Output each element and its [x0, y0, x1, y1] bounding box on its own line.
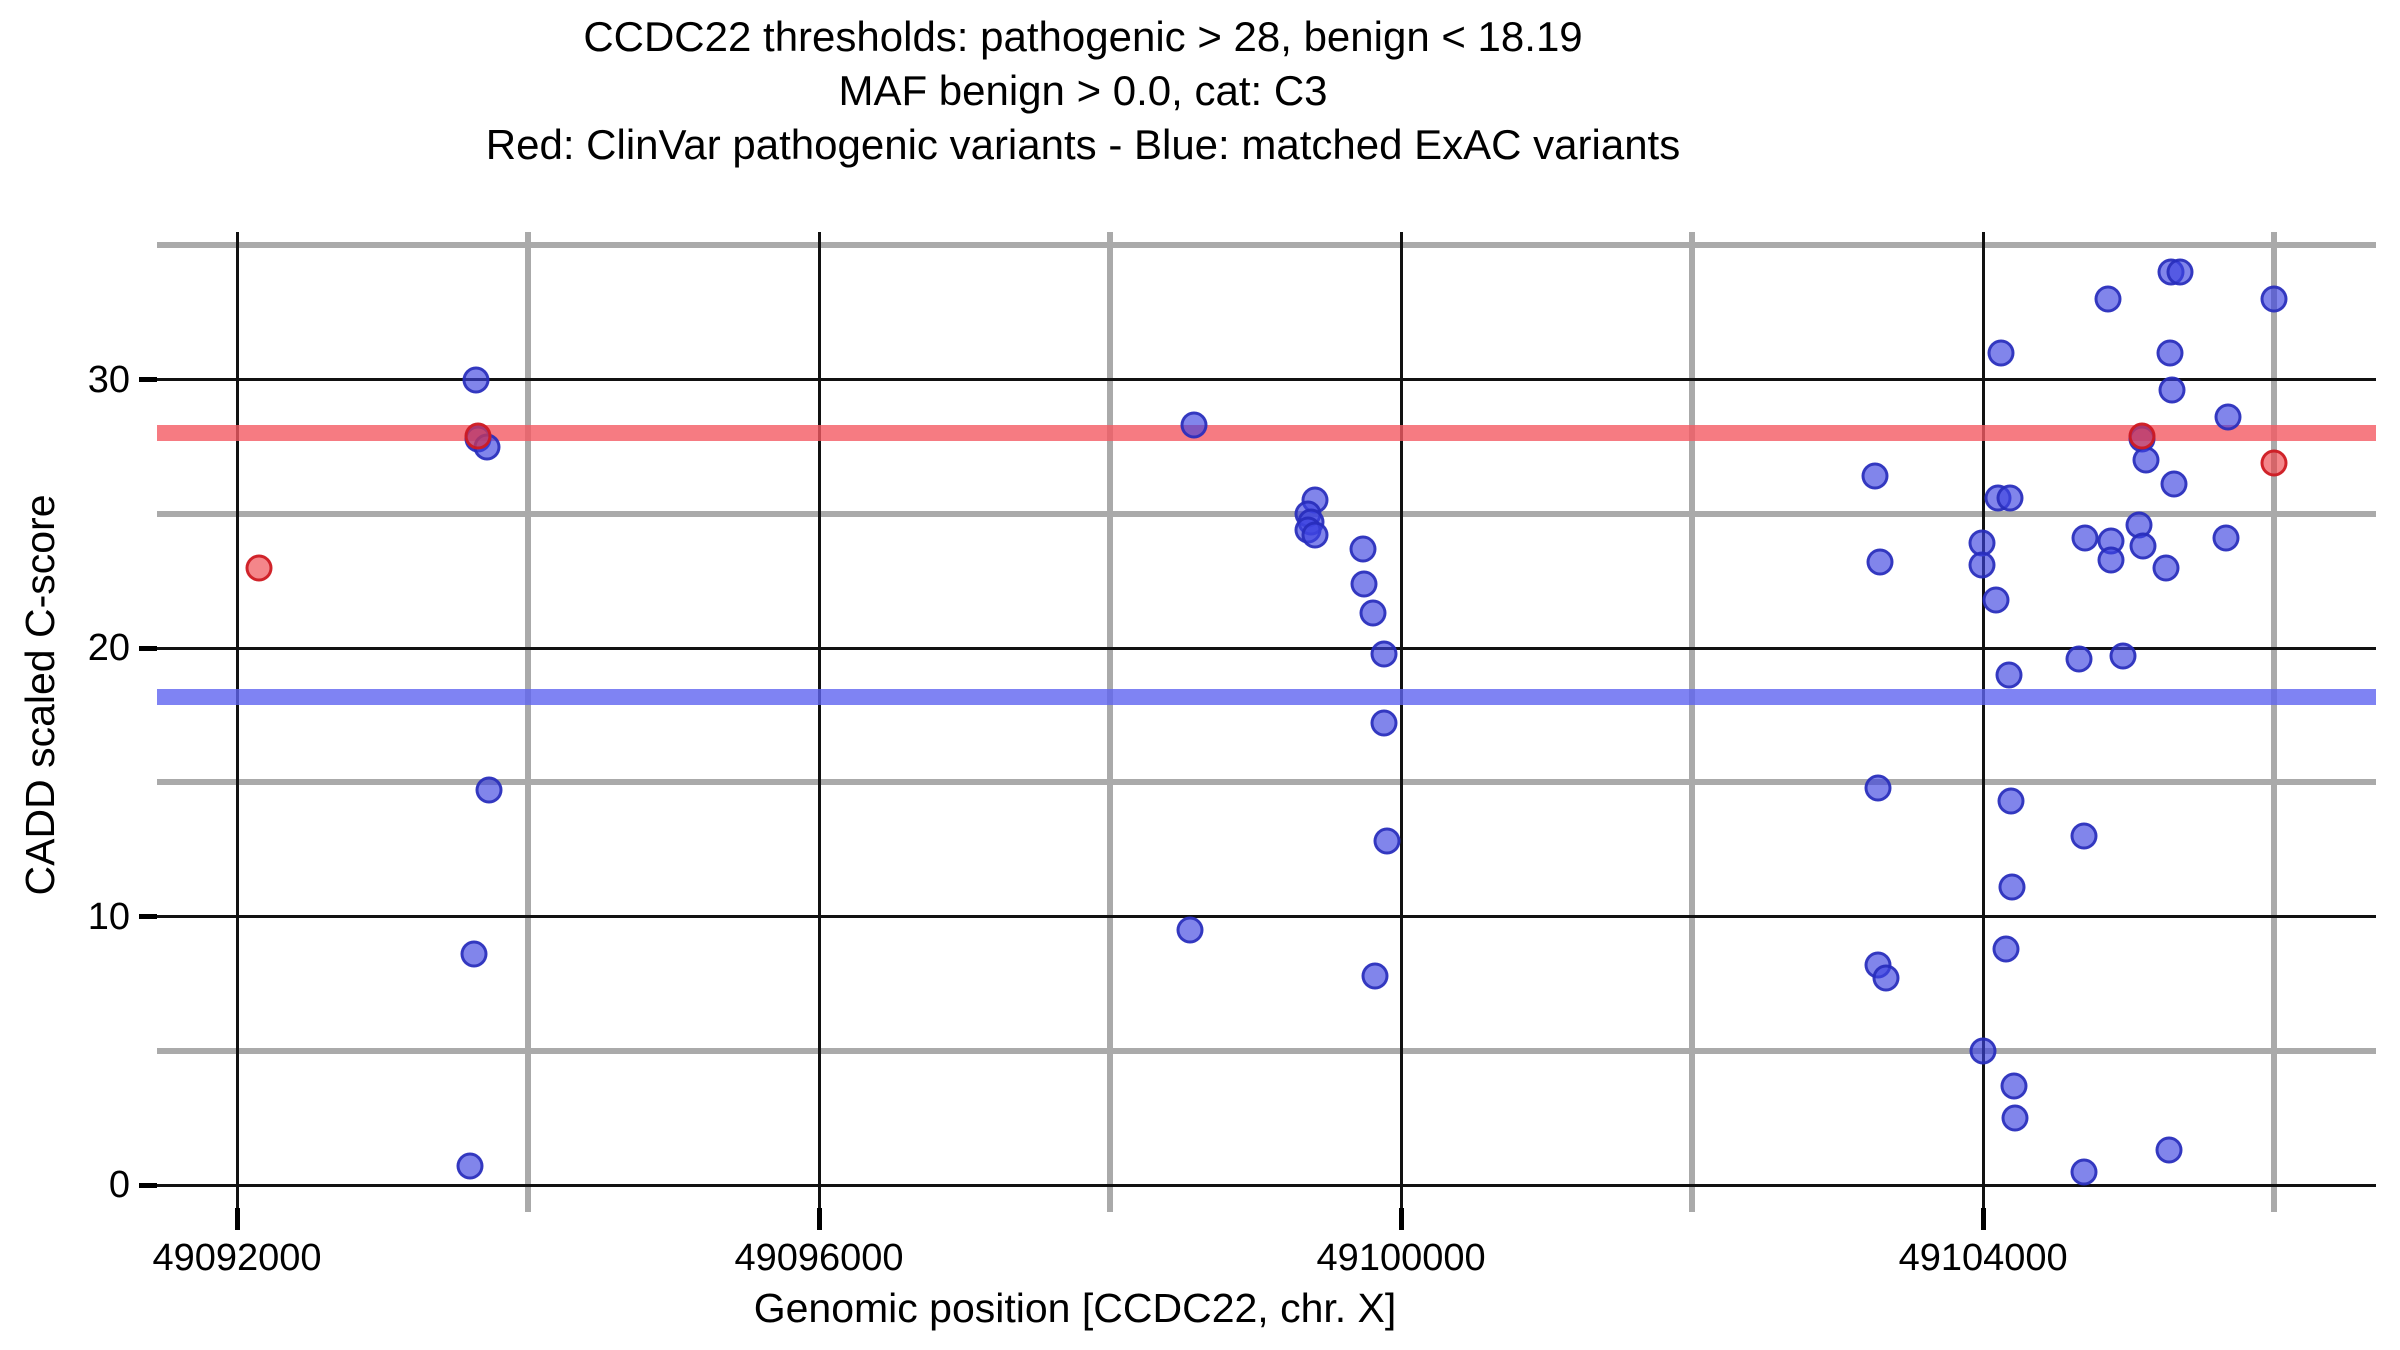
x-tick-mark: [234, 1208, 240, 1230]
data-point: [2001, 1104, 2029, 1132]
data-point: [2212, 524, 2240, 552]
threshold-line-pathogenic-threshold: [157, 425, 2376, 442]
x-minor-gridline: [1107, 232, 1114, 1212]
y-minor-gridline: [157, 242, 2376, 249]
data-point: [1350, 570, 1378, 598]
x-minor-gridline: [1689, 232, 1696, 1212]
y-minor-gridline: [157, 510, 2376, 517]
data-point: [2097, 546, 2125, 574]
data-point: [2000, 1072, 2028, 1100]
y-tick-mark: [139, 914, 157, 920]
plot-panel: [157, 232, 2376, 1212]
x-major-gridline: [1981, 232, 1985, 1212]
y-tick-mark: [139, 377, 157, 383]
data-point: [2132, 446, 2160, 474]
data-point: [2070, 1158, 2098, 1186]
data-point: [2155, 1136, 2183, 1164]
data-point: [464, 422, 492, 450]
data-point: [2128, 422, 2156, 450]
data-point: [2166, 258, 2194, 286]
y-tick-label: 20: [87, 627, 130, 670]
chart-title-line-1: CCDC22 thresholds: pathogenic > 28, beni…: [583, 13, 1583, 60]
data-point: [1992, 935, 2020, 963]
y-major-gridline: [157, 915, 2376, 919]
y-major-gridline: [157, 1183, 2376, 1187]
data-point: [1866, 548, 1894, 576]
data-point: [1987, 339, 2015, 367]
x-tick-label: 49104000: [1898, 1237, 2068, 1279]
data-point: [1969, 1037, 1997, 1065]
data-point: [2152, 554, 2180, 582]
x-tick-mark: [1398, 1208, 1404, 1230]
data-point: [460, 940, 488, 968]
data-point: [2160, 470, 2188, 498]
y-major-gridline: [157, 646, 2376, 650]
x-tick-label: 49096000: [734, 1237, 904, 1279]
data-point: [2071, 524, 2099, 552]
y-major-gridline: [157, 378, 2376, 382]
x-major-gridline: [235, 232, 239, 1212]
y-tick-mark: [139, 645, 157, 651]
data-point: [1861, 462, 1889, 490]
data-point: [462, 366, 490, 394]
data-point: [456, 1152, 484, 1180]
y-tick-mark: [139, 1182, 157, 1188]
x-minor-gridline: [525, 232, 532, 1212]
y-tick-label: 30: [87, 358, 130, 401]
y-minor-gridline: [157, 1047, 2376, 1054]
x-tick-mark: [1980, 1208, 1986, 1230]
data-point: [1359, 599, 1387, 627]
x-minor-gridline: [2271, 232, 2278, 1212]
x-tick-mark: [816, 1208, 822, 1230]
chart-title-line-3: Red: ClinVar pathogenic variants - Blue:…: [485, 121, 1681, 168]
data-point: [2158, 376, 2186, 404]
y-axis-title: CADD scaled C-score: [17, 494, 63, 896]
data-point: [1968, 551, 1996, 579]
data-point: [2094, 285, 2122, 313]
data-point: [1349, 535, 1377, 563]
data-point: [1180, 411, 1208, 439]
data-point: [1370, 709, 1398, 737]
data-point: [2070, 822, 2098, 850]
chart-title: CCDC22 thresholds: pathogenic > 28, beni…: [0, 10, 2166, 172]
data-point: [2129, 532, 2157, 560]
data-point: [1361, 962, 1389, 990]
data-point: [1872, 964, 1900, 992]
threshold-line-benign-threshold: [157, 688, 2376, 705]
data-point: [2260, 285, 2288, 313]
data-point: [1864, 774, 1892, 802]
x-major-gridline: [817, 232, 821, 1212]
data-point: [1373, 827, 1401, 855]
data-point: [1301, 521, 1329, 549]
y-minor-gridline: [157, 779, 2376, 786]
x-tick-label: 49092000: [152, 1237, 322, 1279]
data-point: [1997, 787, 2025, 815]
data-point: [475, 776, 503, 804]
data-point: [1176, 916, 1204, 944]
y-tick-label: 0: [108, 1164, 130, 1207]
data-point: [2109, 642, 2137, 670]
data-point: [2156, 339, 2184, 367]
data-point: [1996, 484, 2024, 512]
data-point: [1982, 586, 2010, 614]
x-axis-title: Genomic position [CCDC22, chr. X]: [753, 1285, 1397, 1331]
data-point: [2065, 645, 2093, 673]
x-major-gridline: [1399, 232, 1403, 1212]
data-point: [1370, 640, 1398, 668]
chart-title-line-2: MAF benign > 0.0, cat: C3: [838, 67, 1328, 114]
data-point: [1995, 661, 2023, 689]
data-point: [1998, 873, 2026, 901]
y-tick-label: 10: [87, 895, 130, 938]
data-point: [245, 554, 273, 582]
x-tick-label: 49100000: [1316, 1237, 1486, 1279]
data-point: [2214, 403, 2242, 431]
data-point: [2260, 449, 2288, 477]
